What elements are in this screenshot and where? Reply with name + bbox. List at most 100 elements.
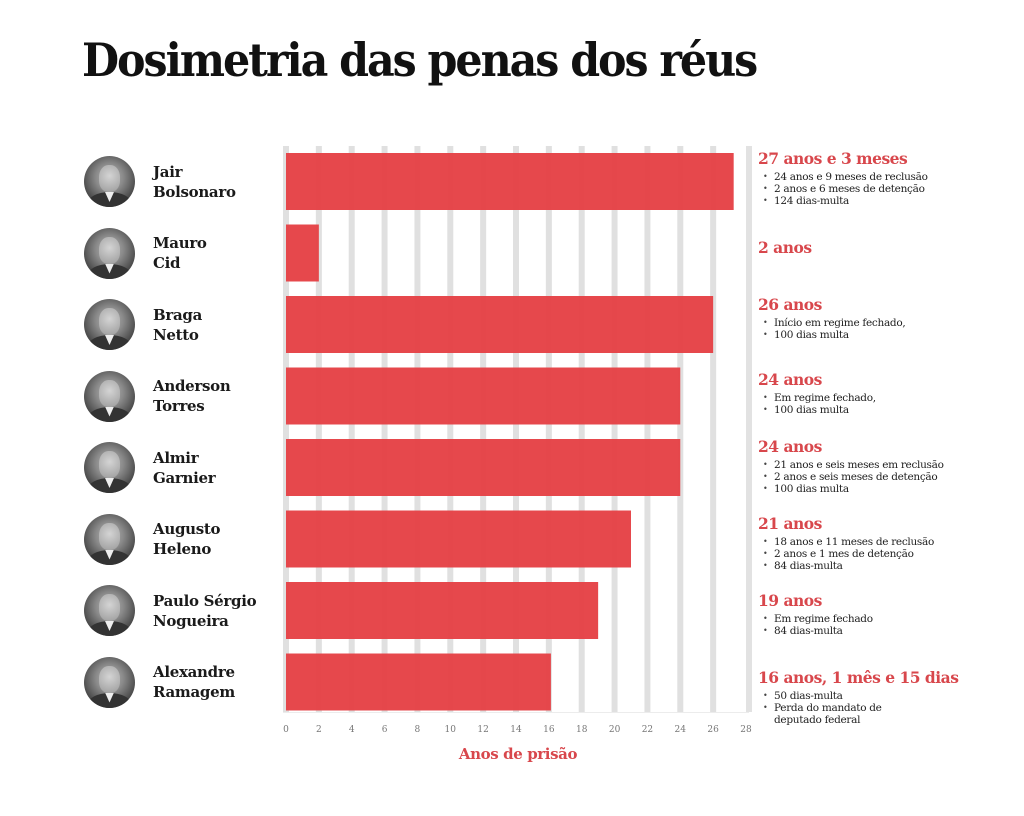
sentence-details: 21 anos 18 anos e 11 meses de reclusão2 a… bbox=[758, 514, 1008, 572]
sentence-detail-item: 2 anos e 1 mes de detenção bbox=[758, 548, 1008, 560]
defendant-name: Anderson Torres bbox=[153, 376, 231, 416]
sentence-detail-item: 2 anos e seis meses de detenção bbox=[758, 471, 1008, 483]
sentence-detail-item: 100 dias multa bbox=[758, 329, 1008, 341]
x-tick-label: 12 bbox=[477, 725, 488, 735]
sentence-detail-item: 18 anos e 11 meses de reclusão bbox=[758, 536, 1008, 548]
defendant-name-line2: Heleno bbox=[153, 540, 212, 558]
portrait-collar bbox=[105, 263, 114, 274]
sentence-detail-item: 124 dias-multa bbox=[758, 195, 1008, 207]
x-tick-label: 16 bbox=[543, 725, 555, 735]
gridline bbox=[578, 146, 585, 712]
defendant-name-line1: Almir bbox=[153, 448, 199, 467]
sentence-detail-item: Início em regime fechado, bbox=[758, 317, 1008, 329]
sentence-detail-item: 84 dias-multa bbox=[758, 625, 1008, 637]
portrait-face bbox=[99, 665, 120, 693]
portrait-face bbox=[99, 165, 120, 192]
gridline bbox=[480, 146, 487, 712]
sentence-total: 24 anos bbox=[758, 437, 822, 456]
page-title: Dosimetria das penas dos réus bbox=[82, 33, 758, 87]
portrait-collar bbox=[105, 621, 114, 631]
avatar bbox=[84, 227, 135, 279]
gridline bbox=[447, 146, 454, 712]
portrait-collar bbox=[105, 549, 114, 560]
sentence-detail-item: 100 dias multa bbox=[758, 404, 1008, 416]
defendant-name-line2: Cid bbox=[153, 254, 181, 272]
gridline bbox=[283, 146, 289, 712]
defendant-name-line1: Mauro bbox=[153, 234, 207, 252]
avatar bbox=[84, 370, 135, 422]
sentence-detail-item: Perda do mandato de deputado federal bbox=[758, 702, 1008, 726]
sentence-detail-item: 100 dias multa bbox=[758, 483, 1008, 495]
bar-augusto-heleno bbox=[286, 510, 631, 568]
portrait-face bbox=[99, 451, 120, 478]
sentence-total: 27 anos e 3 meses bbox=[758, 149, 908, 168]
sentence-total: 24 anos bbox=[758, 370, 822, 389]
x-axis-baseline bbox=[283, 712, 749, 713]
sentence-detail-item: 50 dias-multa bbox=[758, 690, 1008, 702]
portrait-collar bbox=[105, 335, 114, 345]
avatar bbox=[84, 156, 135, 207]
portrait-face bbox=[99, 379, 120, 407]
sentence-detail-item: 21 anos e seis meses em reclusão bbox=[758, 459, 1008, 471]
defendant-name-line1: Braga bbox=[153, 305, 203, 324]
bar-mauro-cid bbox=[286, 224, 319, 282]
details-divider bbox=[746, 146, 752, 712]
defendant-name-line1: Jair bbox=[153, 162, 183, 181]
x-tick-label: 22 bbox=[642, 725, 653, 735]
sentence-detail-item: Em regime fechado, bbox=[758, 392, 1008, 404]
sentence-detail-item: 24 anos e 9 meses de reclusão bbox=[758, 171, 1008, 183]
portrait-face bbox=[99, 522, 120, 550]
sentence-detail-item: 84 dias-multa bbox=[758, 560, 1008, 572]
bar-paulo-s-rgio-nogueira bbox=[286, 582, 599, 639]
sentence-total: 2 anos bbox=[758, 238, 812, 257]
defendant-name: Jair Bolsonaro bbox=[153, 162, 236, 202]
sentence-detail-list: Início em regime fechado,100 dias multa bbox=[758, 317, 1008, 341]
gridline bbox=[611, 146, 618, 712]
sentence-details: 24 anos 21 anos e seis meses em reclusão2… bbox=[758, 437, 1008, 495]
x-axis-ticks: 0 2 4 6 8 10 12 14 16 18 20 22 24 26 28 bbox=[283, 725, 752, 735]
gridline bbox=[414, 146, 421, 712]
defendant-name: Almir Garnier bbox=[153, 448, 216, 488]
x-tick-label: 6 bbox=[382, 725, 388, 735]
portrait-face bbox=[99, 236, 120, 264]
sentence-details: 16 anos, 1 mês e 15 dias 50 dias-multaPer… bbox=[758, 668, 1008, 726]
gridline bbox=[545, 146, 552, 712]
sentence-details: 24 anos Em regime fechado,100 dias multa bbox=[758, 370, 1008, 416]
sentence-detail-list: Em regime fechado,100 dias multa bbox=[758, 392, 1008, 416]
defendant-name-line1: Alexandre bbox=[153, 663, 235, 681]
gridline bbox=[348, 146, 355, 712]
bars bbox=[286, 153, 734, 711]
bar-alexandre-ramagem bbox=[286, 653, 551, 711]
sentence-detail-list: 50 dias-multaPerda do mandato de deputad… bbox=[758, 690, 1008, 726]
defendant-name: Paulo Sérgio Nogueira bbox=[153, 591, 257, 631]
bar-jair-bolsonaro bbox=[286, 153, 734, 210]
portrait-face bbox=[99, 308, 120, 335]
portrait-collar bbox=[105, 192, 114, 202]
x-tick-label: 28 bbox=[740, 725, 752, 735]
sentence-details: 27 anos e 3 meses 24 anos e 9 meses de re… bbox=[758, 149, 1008, 207]
gridline bbox=[381, 146, 388, 712]
defendant-name-line1: Augusto bbox=[153, 520, 221, 538]
sentence-details: 19 anos Em regime fechado84 dias-multa bbox=[758, 591, 1008, 637]
x-tick-label: 18 bbox=[576, 725, 588, 735]
defendant-name: Braga Netto bbox=[153, 305, 202, 345]
portrait-collar bbox=[105, 692, 114, 703]
x-axis-label: Anos de prisão bbox=[458, 745, 578, 763]
bar-almir-garnier bbox=[286, 439, 681, 496]
sentence-detail-list: 24 anos e 9 meses de reclusão2 anos e 6 … bbox=[758, 171, 1008, 207]
defendant-name-line2: Bolsonaro bbox=[153, 182, 236, 201]
sentence-details: 2 anos bbox=[758, 238, 1008, 258]
x-tick-label: 26 bbox=[707, 725, 719, 735]
x-tick-label: 8 bbox=[415, 725, 421, 735]
sentence-total: 16 anos, 1 mês e 15 dias bbox=[758, 668, 959, 687]
portrait-collar bbox=[105, 406, 114, 417]
x-tick-label: 2 bbox=[316, 725, 322, 735]
x-tick-label: 14 bbox=[510, 725, 522, 735]
avatar bbox=[84, 656, 135, 708]
sentence-detail-item: Em regime fechado bbox=[758, 613, 1008, 625]
x-tick-label: 20 bbox=[609, 725, 621, 735]
gridline bbox=[710, 146, 717, 712]
defendant-name-line1: Paulo Sérgio bbox=[153, 591, 257, 610]
defendant-name: Alexandre Ramagem bbox=[153, 662, 235, 702]
